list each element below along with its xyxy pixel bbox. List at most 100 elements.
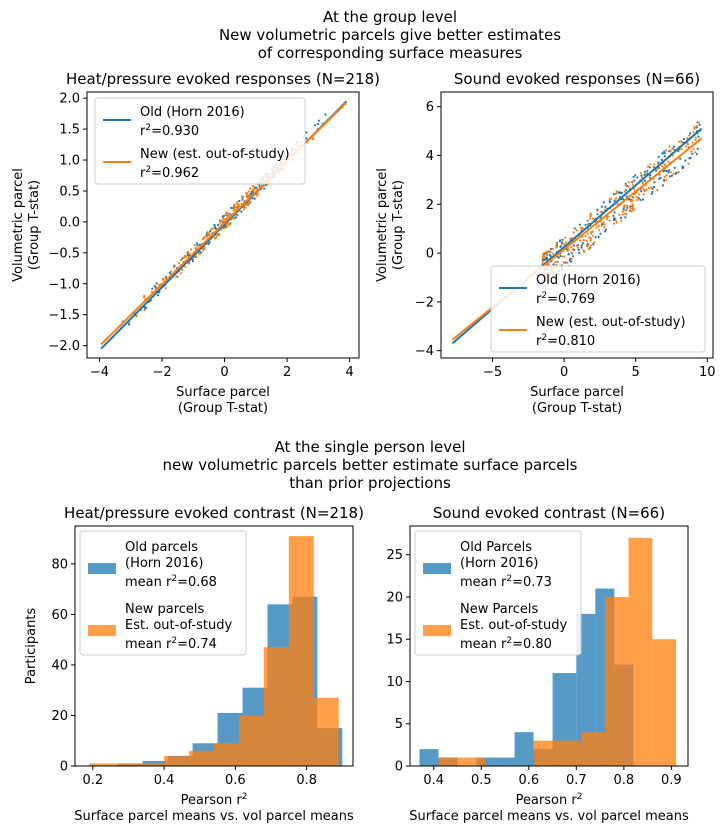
scatter-point [629,205,632,208]
scatter-point [690,150,693,153]
scatter-point [603,226,606,229]
scatter-point [252,188,255,191]
scatter-point [247,190,250,193]
scatter-series-1 [541,121,700,282]
scatter-point [607,215,610,218]
x-axis-label: Pearson r2 [181,792,248,808]
scatter-point [236,205,239,208]
y-tick-label: 6 [426,100,434,115]
scatter-point [656,188,659,192]
mid-title-line-3: than prior projections [289,474,451,492]
scatter-point [552,247,555,250]
scatter-point [627,185,630,188]
plot-area [89,536,343,766]
scatter-point [579,239,582,242]
scatter-point [608,219,611,222]
legend-mean: mean r2=0.73 [460,574,552,590]
scatter-point [232,217,235,220]
scatter-point [542,253,545,256]
legend-patch [88,563,116,574]
scatter-point [213,223,216,226]
scatter-point [652,185,656,189]
scatter-point [693,125,696,129]
x-axis-label: Surface parcel [176,385,270,400]
y-tick-label: 25 [386,548,403,563]
scatter-point [613,199,616,202]
scatter-point [188,252,191,255]
hist-bar [462,757,487,766]
scatter-point [631,183,634,186]
scatter-point [561,238,564,241]
scatter-point [151,287,154,290]
scatter-point [217,223,220,227]
scatter-point [183,256,186,259]
scatter-point [242,195,245,198]
scatter-point [677,140,681,143]
mid-title-line-1: At the single person level [274,438,465,456]
scatter-point [697,135,700,138]
x-tick-label: 2 [283,365,291,380]
scatter-point [621,210,624,213]
scatter-point [209,230,212,233]
scatter-point [575,229,578,232]
scatter-point [640,174,643,177]
scatter-point [636,176,639,179]
legend-patch [423,625,451,636]
scatter-point [629,200,632,203]
scatter-point [566,250,569,253]
legend-box [94,97,306,185]
scatter-point [649,174,652,177]
scatter-point [653,181,656,184]
scatter-point [631,204,635,207]
hist-bar [89,763,115,766]
scatter-point [198,252,201,255]
scatter-point [305,137,308,140]
scatter-point [641,181,644,184]
hist-bar [263,647,289,766]
scatter-point [220,219,223,222]
scatter-point [621,213,624,216]
scatter-point [593,241,596,244]
scatter-point [694,151,697,154]
y-tick-label: −0.5 [48,246,80,261]
hist-series-1 [89,536,339,766]
scatter-point [665,149,668,152]
scatter-point [564,241,567,244]
scatter-point [686,137,689,140]
y-axis-label: Volumetric parcel [11,168,26,282]
hist-bar [628,537,653,766]
scatter-point [647,186,650,190]
scatter-point [663,150,666,153]
scatter-point [235,202,238,205]
x-axis-label: Surface parcel [530,385,624,400]
y-tick-label: −2.0 [48,339,80,354]
y-tick-label: 0 [395,760,403,775]
scatter-point [577,246,580,249]
scatter-point [549,255,552,258]
x-tick-label: 0.4 [423,773,444,788]
legend-patch [88,625,116,636]
scatter-point [164,287,167,290]
scatter-point [235,214,238,217]
scatter-point [561,240,564,243]
scatter-point [242,208,245,211]
scatter-point [618,213,621,216]
y-axis-label: Participants [24,608,39,685]
panel-sound_hist: Sound evoked contrast (N=66) 0.4 0.5 0.6 0.7… [386,504,689,824]
scatter-point [169,270,173,273]
scatter-point [581,227,584,230]
scatter-point [143,308,146,312]
scatter-point [203,236,206,239]
scatter-point [665,174,668,177]
scatter-point [586,232,589,235]
scatter-point [252,185,255,188]
y-tick-label: 0.0 [59,215,80,230]
scatter-point [191,260,195,263]
y-tick-label: −1.5 [48,308,80,323]
chart-title: Heat/pressure evoked responses (N=218) [66,70,380,88]
hist-bar [652,639,677,766]
y-tick-label: 2 [426,198,434,213]
scatter-point [641,198,645,201]
scatter-point [227,222,230,225]
scatter-point [627,181,631,184]
